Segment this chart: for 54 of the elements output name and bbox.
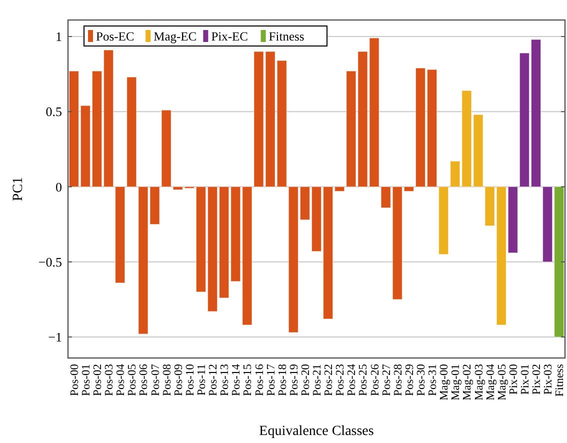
x-axis-title: Equivalence Classes [259, 424, 374, 439]
x-tick-label: Pos-01 [80, 364, 92, 396]
x-tick-label: Mag-04 [484, 364, 497, 400]
x-tick-label: Pos-10 [184, 364, 196, 396]
x-tick-label: Pos-19 [288, 364, 300, 396]
legend-label: Pos-EC [96, 29, 134, 44]
x-tick-label: Mag-05 [496, 364, 508, 400]
x-tick-label: Pix-01 [519, 364, 532, 395]
x-tick-label: Pos-23 [334, 364, 347, 396]
y-tick-label: −1 [48, 330, 62, 345]
y-tick-label: 0.5 [46, 104, 62, 120]
x-tick-label: Pos-08 [161, 364, 174, 396]
x-tick-label: Pos-13 [219, 364, 232, 396]
x-tick-label: Pos-16 [254, 364, 266, 396]
x-tick-label: Pos-11 [196, 364, 208, 396]
x-tick-label: Mag-00 [438, 364, 451, 400]
x-tick-label: Pos-22 [323, 364, 336, 396]
x-tick-label: Pix-03 [542, 364, 555, 395]
x-tick-label: Pos-17 [265, 364, 278, 396]
x-tick-label: Pos-06 [138, 364, 150, 396]
x-tick-label: Pix-02 [531, 364, 544, 395]
x-tick-label: Pos-29 [404, 364, 416, 396]
y-tick-label: 0 [56, 179, 62, 194]
x-tick-label: Pos-27 [380, 364, 393, 396]
x-tick-label: Pos-26 [369, 364, 382, 396]
x-tick-label: Pos-15 [242, 364, 254, 396]
x-tick-label: Pos-07 [150, 364, 162, 396]
x-tick-label: Fitness [554, 363, 566, 397]
x-tick-label: Pos-04 [115, 364, 128, 396]
legend-label: Fitness [268, 29, 304, 44]
y-tick-label: −0.5 [38, 254, 62, 270]
x-tick-label: Pos-25 [358, 364, 370, 396]
x-tick-label: Pos-02 [92, 364, 104, 396]
y-tick-label: 1 [56, 29, 62, 44]
x-tick-label: Mag-02 [462, 364, 474, 400]
x-tick-label: Pos-28 [392, 364, 404, 396]
x-tick-label: Pos-21 [312, 364, 324, 396]
x-tick-label: Pos-05 [126, 364, 139, 396]
x-tick-label: Mag-03 [473, 364, 486, 400]
legend-label: Mag-EC [154, 29, 197, 44]
x-tick-label: Pos-12 [208, 364, 220, 396]
x-tick-label: Pos-24 [346, 364, 358, 396]
x-tick-label: Pos-09 [172, 364, 185, 396]
x-tick-label: Pos-00 [68, 364, 81, 396]
x-tick-label: Pos-30 [416, 364, 428, 396]
x-tick-label: Pos-31 [427, 364, 440, 396]
x-tick-label: Pos-20 [300, 364, 312, 396]
x-tick-label: Pix-00 [508, 364, 520, 395]
y-axis-title: PC1 [11, 176, 26, 202]
x-tick-label: Pos-03 [104, 364, 116, 396]
legend-label: Pix-EC [211, 29, 248, 44]
x-tick-label: Mag-01 [450, 364, 462, 400]
x-tick-label: Pos-14 [230, 364, 243, 396]
x-tick-label: Pos-18 [276, 364, 289, 396]
